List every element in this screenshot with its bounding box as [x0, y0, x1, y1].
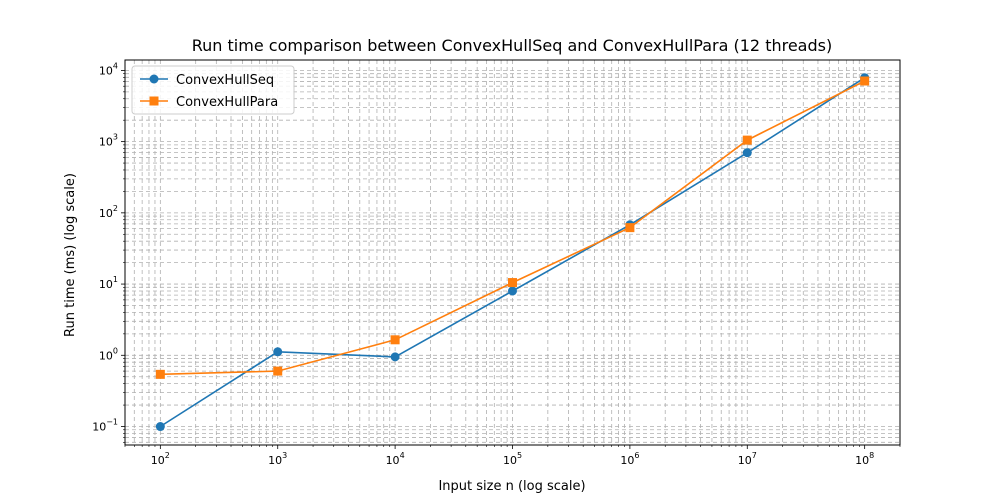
y-tick-label: 10−1	[92, 418, 118, 434]
data-point-convexhullpara	[860, 76, 870, 86]
data-point-convexhullseq	[155, 422, 165, 432]
grid	[124, 60, 901, 445]
x-tick-label: 102	[151, 451, 170, 467]
x-axis: 102 103 104 105 106 107 108	[124, 445, 901, 467]
x-tick-label: 108	[855, 451, 874, 467]
data-point-convexhullseq	[742, 148, 752, 158]
data-point-convexhullpara	[625, 223, 635, 233]
x-tick-label: 103	[268, 451, 287, 467]
x-tick-label: 107	[738, 451, 757, 467]
y-tick-label: 104	[99, 61, 118, 77]
data-point-convexhullpara	[273, 366, 283, 376]
series-layer	[155, 73, 870, 432]
legend-marker-convexhullseq	[149, 74, 159, 84]
legend-marker-convexhullpara	[149, 96, 159, 106]
y-tick-label: 103	[99, 133, 118, 149]
x-tick-label: 104	[386, 451, 405, 467]
legend-box	[131, 65, 295, 115]
data-point-convexhullpara	[390, 335, 400, 345]
legend: ConvexHullSeq ConvexHullPara	[131, 65, 295, 115]
chart-title: Run time comparison between ConvexHullSe…	[192, 36, 832, 55]
x-tick-label: 105	[503, 451, 522, 467]
y-tick-label: 102	[99, 204, 118, 220]
x-tick-label: 106	[620, 451, 639, 467]
legend-label-convexhullpara: ConvexHullPara	[176, 95, 278, 110]
y-tick-label: 100	[99, 346, 118, 362]
x-axis-title: Input size n (log scale)	[438, 479, 585, 494]
y-axis-title: Run time (ms) (log scale)	[63, 173, 78, 337]
data-point-convexhullpara	[155, 369, 165, 379]
data-point-convexhullseq	[273, 347, 283, 357]
data-point-convexhullpara	[508, 278, 517, 288]
y-axis: 10−1 100 101 102 103 104	[92, 61, 125, 443]
data-point-convexhullpara	[742, 135, 752, 145]
data-point-convexhullseq	[508, 286, 517, 296]
legend-label-convexhullseq: ConvexHullSeq	[176, 73, 274, 88]
y-tick-label: 101	[99, 275, 118, 291]
data-point-convexhullseq	[390, 352, 400, 362]
